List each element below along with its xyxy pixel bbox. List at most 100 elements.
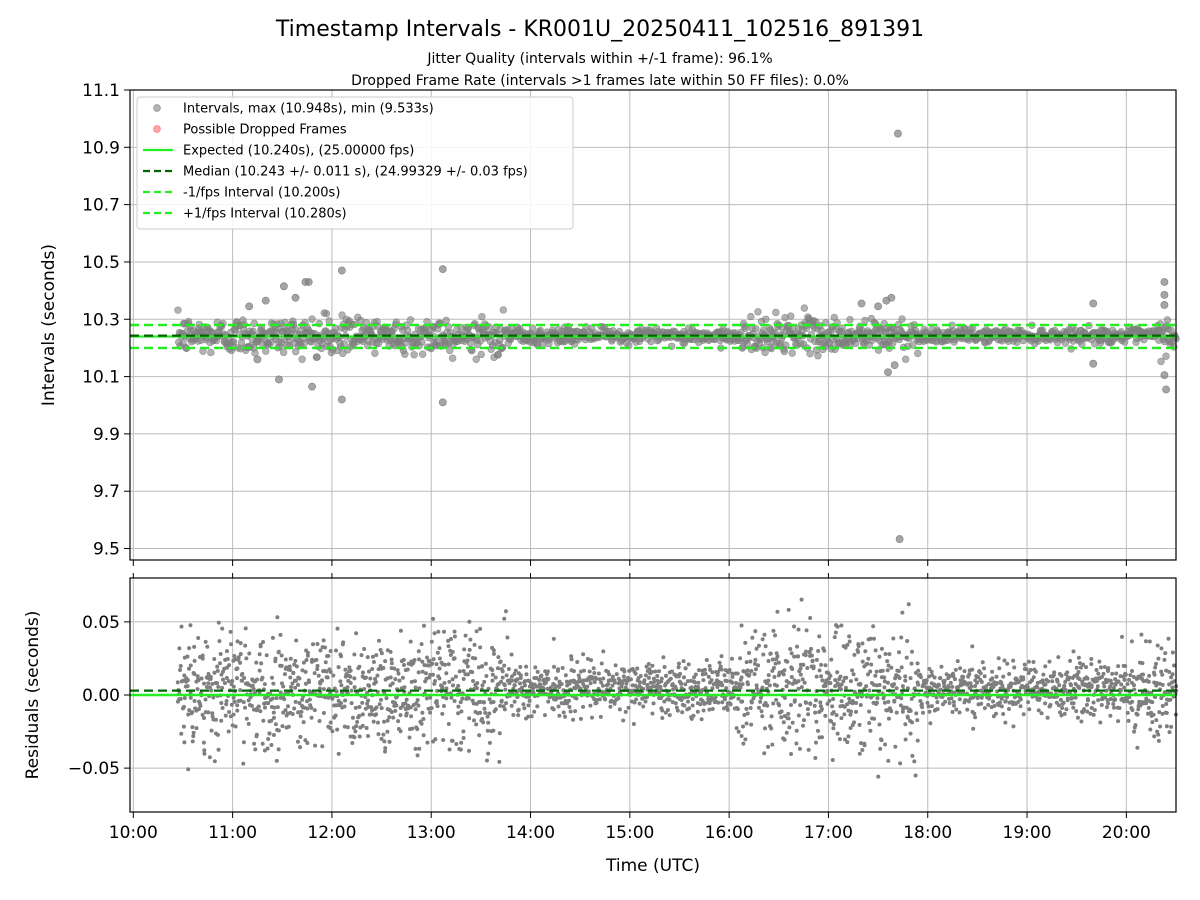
residual-point: [404, 713, 409, 718]
residual-point: [293, 685, 298, 690]
residual-point: [364, 726, 369, 731]
residual-point: [810, 659, 815, 664]
residual-point: [487, 711, 492, 716]
residual-point: [1007, 671, 1012, 676]
residual-point: [715, 683, 720, 688]
residual-point: [725, 707, 730, 712]
residual-point: [1164, 724, 1169, 729]
residual-point: [206, 681, 211, 686]
interval-point: [968, 324, 977, 333]
residual-point: [852, 652, 857, 657]
residual-point: [310, 642, 315, 647]
x-tick-label: 11:00: [208, 823, 257, 843]
residual-point: [830, 704, 835, 709]
residual-point: [913, 773, 918, 778]
residual-point: [704, 658, 709, 663]
residual-point: [295, 739, 300, 744]
residual-point: [906, 602, 911, 607]
residual-point: [1125, 682, 1130, 687]
residual-point: [238, 660, 243, 665]
residual-point: [357, 664, 362, 669]
residual-point: [794, 728, 799, 733]
residual-point: [1130, 699, 1135, 704]
residual-point: [903, 737, 908, 742]
residual-point: [649, 670, 654, 675]
residual-point: [1046, 679, 1051, 684]
residual-point: [709, 698, 714, 703]
residual-point: [746, 673, 751, 678]
residual-point: [431, 657, 436, 662]
residual-point: [338, 679, 343, 684]
residual-point: [382, 719, 387, 724]
residual-point: [415, 698, 420, 703]
residual-point: [947, 700, 952, 705]
residual-point: [487, 740, 492, 745]
residual-point: [341, 640, 346, 645]
residual-point: [760, 714, 765, 719]
residual-point: [215, 732, 220, 737]
residual-point: [1068, 658, 1073, 663]
residual-point: [857, 751, 862, 756]
residual-point: [957, 697, 962, 702]
legend-entry-label: Median (10.243 +/- 0.011 s), (24.99329 +…: [183, 165, 528, 180]
residual-point: [920, 710, 925, 715]
residual-point: [980, 660, 985, 665]
residual-point: [873, 673, 878, 678]
residual-point: [498, 659, 503, 664]
interval-point: [499, 306, 507, 314]
residual-point: [1009, 681, 1014, 686]
residual-point: [483, 661, 488, 666]
residual-point: [374, 705, 379, 710]
residual-point: [845, 642, 850, 647]
interval-point: [528, 324, 537, 332]
residuals-y-ticks: −0.05 0.00 0.05: [68, 613, 130, 779]
residual-point: [312, 671, 317, 676]
residual-point: [485, 728, 490, 733]
residual-point: [474, 686, 479, 691]
residual-point: [203, 697, 208, 702]
residual-point: [413, 707, 418, 712]
residual-point: [188, 695, 193, 700]
residual-point: [1119, 634, 1124, 639]
residual-point: [1012, 665, 1017, 670]
residual-point: [997, 666, 1002, 671]
residual-point: [850, 668, 855, 673]
residual-point: [816, 648, 821, 653]
residual-point: [416, 670, 421, 675]
residual-point: [818, 700, 823, 705]
residual-point: [1163, 651, 1168, 656]
residual-point: [665, 707, 670, 712]
residual-point: [453, 674, 458, 679]
residual-point: [229, 642, 234, 647]
residual-point: [352, 676, 357, 681]
residual-point: [208, 676, 213, 681]
residual-point: [724, 686, 729, 691]
residual-point: [345, 725, 350, 730]
residual-point: [433, 737, 438, 742]
residual-point: [449, 695, 454, 700]
residual-point: [819, 706, 824, 711]
residual-point: [532, 709, 537, 714]
residual-point: [555, 668, 560, 673]
residual-point: [233, 724, 238, 729]
residual-point: [990, 669, 995, 674]
residual-point: [769, 714, 774, 719]
residual-point: [450, 683, 455, 688]
residual-point: [758, 699, 763, 704]
residual-point: [766, 658, 771, 663]
residual-point: [257, 668, 262, 673]
residual-point: [213, 717, 218, 722]
residual-point: [745, 668, 750, 673]
residual-point: [222, 681, 227, 686]
residual-point: [638, 673, 643, 678]
interval-point: [251, 349, 259, 357]
residual-point: [274, 758, 279, 763]
residual-point: [803, 653, 808, 658]
residual-point: [441, 704, 446, 709]
residual-point: [1070, 696, 1075, 701]
residual-point: [856, 649, 861, 654]
residual-point: [835, 670, 840, 675]
residual-point: [428, 710, 433, 715]
residual-point: [569, 657, 574, 662]
residual-point: [938, 676, 943, 681]
